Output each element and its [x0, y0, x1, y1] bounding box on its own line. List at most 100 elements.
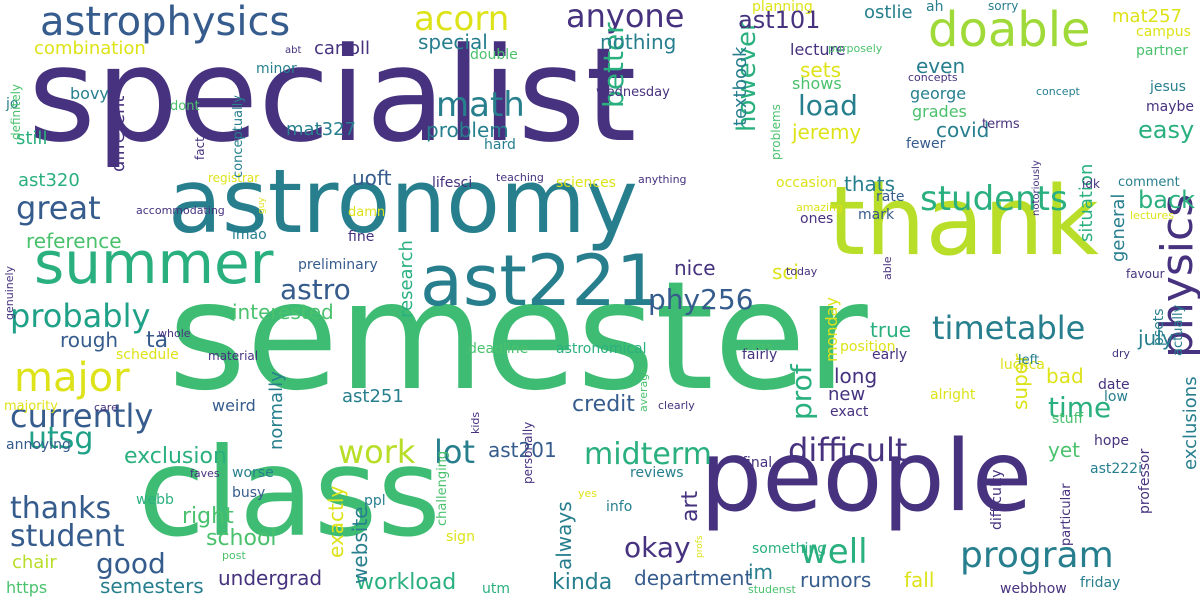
word-july: july [1138, 326, 1174, 350]
word-department: department [634, 566, 753, 590]
word-final: final [742, 455, 773, 471]
word-back: back [1138, 186, 1196, 214]
word-credit: credit [572, 392, 635, 417]
word-always: always [552, 501, 576, 570]
word-concept: concept [1036, 85, 1080, 98]
word-webbhow: webbhow [1000, 581, 1067, 597]
word-registrar: registrar [208, 171, 260, 185]
word-material: material [208, 349, 259, 363]
word-fact: fact [193, 137, 207, 160]
word-nice: nice [674, 256, 716, 280]
word-luckca: luckca [1000, 357, 1045, 373]
word-exclusions: exclusions [1180, 376, 1200, 470]
word-school: school [206, 526, 277, 551]
word-busy: busy [232, 485, 266, 501]
word-favour: favour [1126, 267, 1165, 281]
word-ast222i: ast222i [1090, 461, 1142, 477]
word-reference: reference [26, 229, 122, 253]
word-yet: yet [1048, 438, 1080, 462]
word-minor: minor [256, 61, 297, 77]
word-textbook: textbook [730, 46, 751, 126]
word-hard: hard [484, 137, 516, 153]
word-guy: guy [257, 197, 267, 214]
word-grades: grades [912, 102, 967, 121]
word-sciences: sciences [556, 175, 616, 191]
word-im: im [748, 560, 774, 584]
word-info: info [606, 499, 633, 515]
word-campus: campus [1136, 24, 1191, 40]
word-stuff: stuff [1052, 411, 1084, 427]
word-ast201: ast201 [488, 438, 557, 462]
word-utm: utm [482, 581, 510, 597]
word-chair: chair [12, 552, 57, 573]
word-yes: yes [578, 487, 598, 500]
word-situation: situation [1076, 163, 1097, 242]
word-jo: jo [6, 96, 19, 112]
word-even: even [916, 54, 966, 78]
word-program: program [960, 535, 1114, 576]
word-astronomy: astronomy [168, 150, 638, 253]
word-long: long [834, 364, 878, 388]
word-semester: semester [168, 250, 868, 424]
word-website: website [348, 506, 372, 584]
word-lmao: lmao [232, 227, 267, 243]
word-major: major [14, 355, 130, 401]
word-professor: professor [1137, 448, 1153, 514]
word-double: double [470, 47, 518, 63]
word-problems: problems [769, 104, 783, 160]
word-art: art [678, 490, 703, 522]
word-teaching: teaching [496, 171, 544, 184]
word-worse: worse [232, 465, 274, 481]
word-annoying: annoying [6, 437, 71, 453]
word-clearly: clearly [658, 399, 695, 412]
word-planning: planning [752, 0, 813, 15]
word-preliminary: preliminary [298, 257, 378, 273]
word-still: still [16, 128, 48, 149]
word-mat257: mat257 [1112, 6, 1182, 27]
word-workload: workload [356, 570, 457, 595]
word-difficulty: difficulty [989, 469, 1005, 530]
word-astrophysics: astrophysics [40, 0, 291, 45]
word-fine: fine [348, 229, 375, 245]
word-personally: personally [521, 421, 535, 484]
word-well: well [800, 532, 868, 572]
word-fewer: fewer [906, 136, 946, 152]
word-phy256: phy256 [648, 283, 754, 316]
word-load: load [798, 89, 858, 122]
word-ta: ta [146, 328, 169, 353]
word-early: early [872, 347, 908, 363]
word-alright: alright [930, 387, 976, 403]
word-particular: particular [1059, 483, 1074, 546]
word-rough: rough [60, 328, 119, 352]
word-ast221: ast221 [420, 240, 661, 322]
word-date: date [1098, 377, 1130, 393]
word-fairly: fairly [742, 347, 778, 363]
word-lot: lot [434, 433, 476, 471]
word-amazing: amazing [796, 201, 843, 214]
word-thanks: thanks [10, 491, 112, 526]
word-left: left [1018, 353, 1040, 368]
word-post: post [222, 549, 246, 562]
word-sets: sets [800, 58, 841, 82]
word-abt: abt [285, 45, 302, 56]
word-bad: bad [1046, 364, 1084, 388]
word-math: math [436, 85, 525, 125]
word-covid: covid [936, 118, 990, 142]
word-hope: hope [1094, 433, 1129, 449]
word-extra: extra [744, 340, 773, 353]
word-uoft: uoft [352, 166, 392, 190]
word-reviews: reviews [630, 465, 684, 481]
word-people: people [700, 420, 1033, 534]
word-true: true [870, 318, 912, 342]
word-difficult: difficult [788, 431, 908, 469]
word-definitely: definitely [9, 83, 23, 140]
word-ppl: ppl [364, 493, 386, 509]
word-purposely: purposely [828, 42, 883, 55]
word-position: position [840, 339, 896, 355]
word-challenging: challenging [435, 450, 450, 526]
word-general: general [1108, 193, 1129, 262]
word-partner: partner [1136, 43, 1188, 59]
word-thats: thats [844, 172, 896, 196]
word-shows: shows [792, 74, 842, 93]
